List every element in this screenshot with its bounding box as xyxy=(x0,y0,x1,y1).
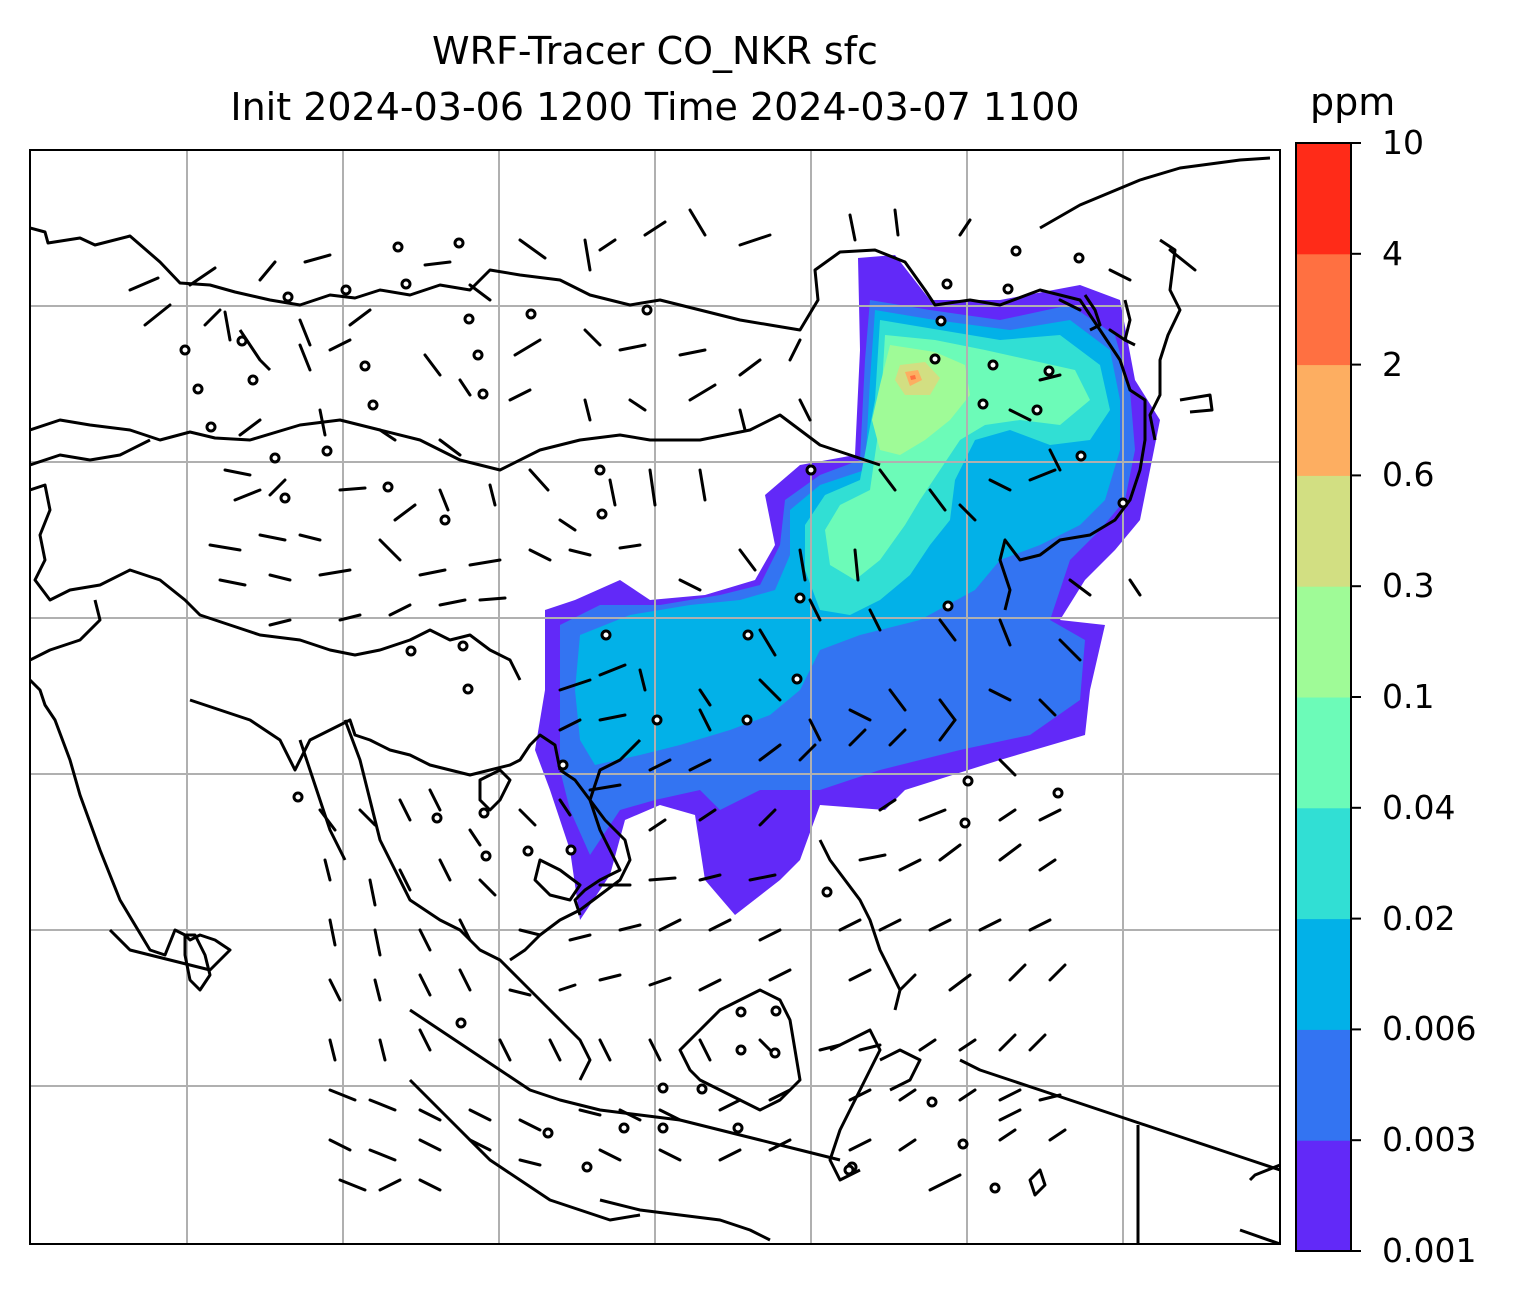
colorbar-tick-label: 10 xyxy=(1382,123,1424,162)
colorbar-segment xyxy=(1296,1029,1351,1141)
colorbar-segment xyxy=(1296,586,1351,698)
tracer-field xyxy=(535,255,1160,920)
colorbar-tick-label: 2 xyxy=(1382,344,1403,384)
colorbar-tick-label: 0.02 xyxy=(1382,898,1456,938)
colorbar-segment xyxy=(1296,364,1351,476)
colorbar-segment xyxy=(1296,918,1351,1030)
colorbar-tick-label: 0.3 xyxy=(1382,566,1435,606)
tracer-level-0.1 xyxy=(872,345,970,455)
colorbar-segment xyxy=(1296,1140,1351,1252)
tracer-level-2 xyxy=(910,375,916,380)
colorbar-segment xyxy=(1296,697,1351,809)
colorbar-tick-label: 0.04 xyxy=(1382,787,1456,827)
colorbar-segment xyxy=(1296,807,1351,920)
colorbar-unit-label: ppm xyxy=(1310,80,1396,124)
colorbar-segment xyxy=(1296,143,1351,255)
wind-barbs xyxy=(128,208,1197,1192)
colorbar-tick-label: 0.6 xyxy=(1382,455,1435,495)
calm-wind-markers xyxy=(179,237,1129,1194)
colorbar-tick-label: 4 xyxy=(1382,233,1403,273)
map-frame xyxy=(29,149,1281,1245)
colorbar-tick-label: 0.006 xyxy=(1382,1009,1477,1049)
colorbar-segment xyxy=(1296,475,1351,587)
colorbar-tick-label: 0.1 xyxy=(1382,677,1435,716)
map-title-line-1: WRF-Tracer CO_NKR sfc xyxy=(432,29,878,73)
colorbar-tick-label: 0.003 xyxy=(1382,1120,1477,1160)
map-title-line-2: Init 2024-03-06 1200 Time 2024-03-07 110… xyxy=(230,85,1080,129)
colorbar-segment xyxy=(1296,253,1351,366)
coastlines xyxy=(30,156,1280,1244)
colorbar-tick-label: 0.001 xyxy=(1382,1231,1477,1270)
